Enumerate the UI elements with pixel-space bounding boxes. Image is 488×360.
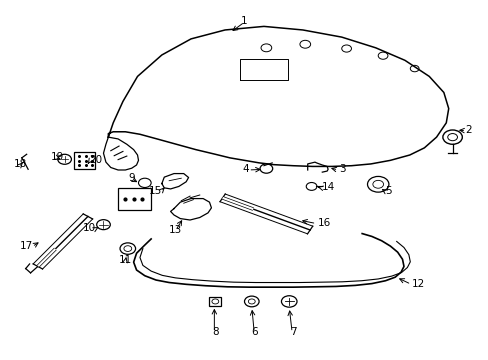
Text: 17: 17 — [20, 241, 33, 251]
Text: 8: 8 — [212, 327, 218, 337]
Text: 10: 10 — [83, 223, 96, 233]
Text: 3: 3 — [339, 164, 345, 174]
Text: 6: 6 — [250, 327, 257, 337]
Text: 9: 9 — [128, 173, 135, 183]
Text: 4: 4 — [242, 164, 249, 174]
Bar — [118, 188, 151, 210]
Text: 5: 5 — [385, 186, 391, 196]
Text: 19: 19 — [51, 152, 64, 162]
Text: 7: 7 — [289, 327, 296, 337]
Bar — [74, 153, 95, 168]
Text: 13: 13 — [168, 225, 182, 235]
Text: 1: 1 — [241, 16, 247, 26]
Text: 14: 14 — [322, 182, 335, 192]
Text: 20: 20 — [89, 156, 102, 165]
Text: 15: 15 — [148, 186, 162, 196]
Text: 2: 2 — [464, 125, 470, 135]
Text: 18: 18 — [14, 159, 27, 169]
Text: 16: 16 — [317, 218, 330, 228]
Text: 12: 12 — [411, 279, 425, 289]
Bar — [209, 297, 221, 306]
Text: 11: 11 — [119, 255, 132, 265]
